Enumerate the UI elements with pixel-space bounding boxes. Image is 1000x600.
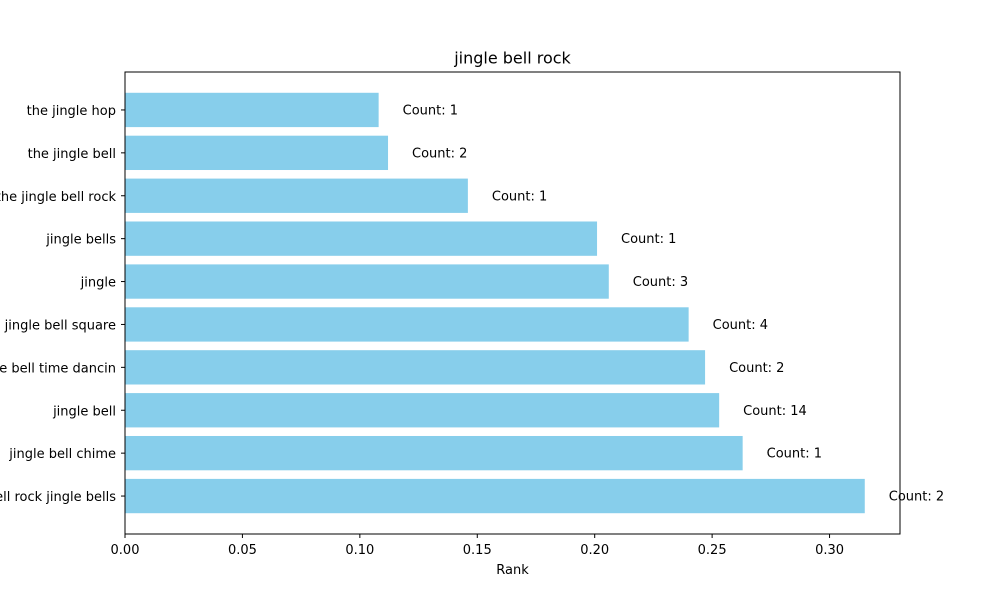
- bar: [125, 307, 689, 342]
- bar-label: Count: 3: [633, 275, 688, 290]
- bar: [125, 264, 609, 299]
- bar: [125, 221, 598, 256]
- bar-label: Count: 1: [767, 447, 822, 462]
- bar-label: Count: 1: [621, 232, 676, 247]
- y-tick-labels: the jingle hop the jingle bell the jingle …: [0, 104, 125, 505]
- x-tick-label: 0.05: [228, 543, 257, 558]
- bar: [125, 393, 720, 428]
- bar: [125, 135, 389, 171]
- y-tick-label: the jingle hop: [27, 104, 116, 119]
- bar-value-labels: Count: 1 Count: 2 Count: 1 Count: 1 Count: 3…: [403, 103, 945, 504]
- y-tick-label: jingle bell rock jingle bells: [0, 490, 116, 505]
- y-tick-label: jingle bell square: [4, 318, 116, 333]
- bar: [125, 478, 865, 514]
- plot-frame: [124, 71, 901, 535]
- x-axis-label: Rank: [496, 563, 529, 578]
- bar-label: Count: 1: [403, 103, 458, 118]
- x-tick-label: 0.20: [580, 543, 609, 558]
- x-tick-label: 0.15: [463, 543, 492, 558]
- x-tick-label: 0.00: [111, 543, 140, 558]
- x-tick-label: 0.30: [815, 543, 844, 558]
- bar-label: Count: 2: [889, 490, 944, 505]
- bar-label: Count: 2: [412, 146, 467, 161]
- bar-label: Count: 4: [713, 318, 768, 333]
- bar: [125, 350, 706, 385]
- bar: [125, 435, 743, 471]
- chart-title: jingle bell rock: [453, 49, 571, 68]
- bar-label: Count: 1: [492, 189, 547, 204]
- x-tick-label: 0.25: [698, 543, 727, 558]
- bar: [125, 178, 468, 213]
- y-tick-label: jingle bell time dancin: [0, 361, 116, 376]
- y-tick-label: jingle bells: [45, 233, 116, 248]
- bar: [125, 92, 379, 128]
- x-axis-ticks: 0.00 0.05 0.10 0.15 0.20 0.25 0.30: [111, 534, 844, 558]
- y-tick-label: jingle bell chime: [8, 447, 116, 462]
- y-tick-label: the jingle bell rock: [0, 190, 116, 205]
- y-tick-label: jingle: [80, 276, 116, 291]
- x-tick-label: 0.10: [345, 543, 374, 558]
- bar-label: Count: 2: [729, 361, 784, 376]
- y-tick-label: jingle bell: [52, 404, 116, 419]
- bar-label: Count: 14: [743, 404, 807, 419]
- y-tick-label: the jingle bell: [28, 147, 116, 162]
- bars-group: [125, 92, 865, 514]
